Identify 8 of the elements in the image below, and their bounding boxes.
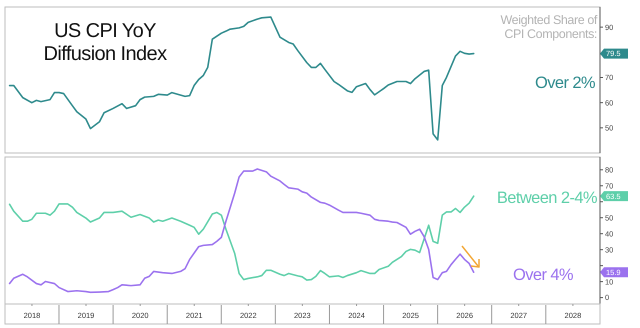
line-series	[8, 16, 474, 141]
line-series	[8, 195, 474, 281]
line-series	[8, 168, 474, 294]
legend-label: Over 4%	[513, 266, 574, 284]
text: Over 2%	[535, 74, 596, 92]
annotation: Weighted Share of CPI Components:	[500, 13, 598, 41]
legend-label: Between 2-4%	[496, 189, 598, 207]
text: US CPI YoY Diffusion Index	[44, 20, 168, 65]
